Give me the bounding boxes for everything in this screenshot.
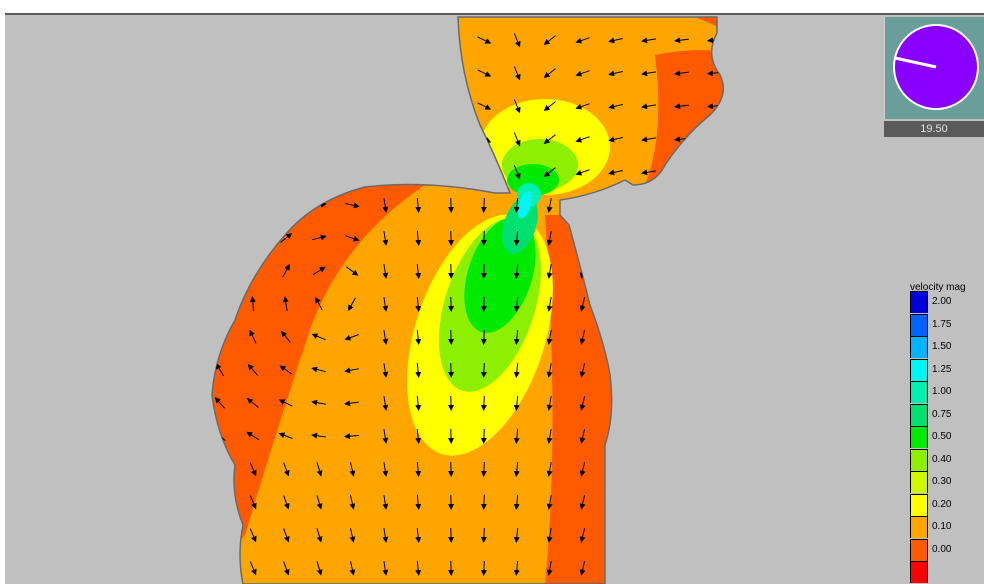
velocity-arrow xyxy=(484,330,485,344)
velocity-arrow xyxy=(484,528,485,542)
legend-row: 1.50 xyxy=(910,336,984,358)
clock-face-panel xyxy=(884,17,984,119)
legend-swatch xyxy=(910,336,928,358)
legend-swatch xyxy=(910,494,928,516)
legend-row: 0.50 xyxy=(910,426,984,448)
velocity-arrow xyxy=(484,297,485,311)
legend-label: 2.00 xyxy=(932,296,951,307)
legend-swatch xyxy=(910,449,928,471)
velocity-arrow xyxy=(484,363,485,377)
legend-row: 0.20 xyxy=(910,494,984,516)
legend-row: 0.30 xyxy=(910,471,984,493)
legend-label: 1.25 xyxy=(932,364,951,375)
time-widget: 19.50 xyxy=(884,17,984,137)
flow-viewport[interactable] xyxy=(5,13,984,584)
legend-row: 0.10 xyxy=(910,516,984,538)
velocity-arrow xyxy=(484,198,485,212)
legend-label: 0.40 xyxy=(932,454,951,465)
legend-label: 1.75 xyxy=(932,319,951,330)
legend-label: 0.20 xyxy=(932,499,951,510)
legend-label: 0.30 xyxy=(932,476,951,487)
legend-swatch xyxy=(910,314,928,336)
legend-label: 0.10 xyxy=(932,521,951,532)
clock-icon xyxy=(885,17,984,119)
legend-row: 1.75 xyxy=(910,314,984,336)
velocity-arrow xyxy=(484,429,485,443)
legend-swatch xyxy=(910,426,928,448)
legend-label: 0.50 xyxy=(932,431,951,442)
legend-label: 0.00 xyxy=(932,544,951,555)
legend-swatch xyxy=(910,561,928,583)
legend-swatch xyxy=(910,359,928,381)
legend-swatch xyxy=(910,516,928,538)
time-value: 19.50 xyxy=(884,121,984,137)
legend-swatch xyxy=(910,471,928,493)
velocity-arrow xyxy=(484,495,485,509)
legend-swatch xyxy=(910,291,928,313)
legend-row xyxy=(910,561,984,583)
legend-swatch xyxy=(910,381,928,403)
velocity-arrow xyxy=(484,231,485,245)
legend-label: 1.00 xyxy=(932,386,951,397)
velocity-arrow xyxy=(484,264,485,278)
legend-row: 0.00 xyxy=(910,539,984,561)
legend-row: 2.00 xyxy=(910,291,984,313)
legend-row: 0.75 xyxy=(910,404,984,426)
legend-label: 1.50 xyxy=(932,341,951,352)
legend-row: 1.25 xyxy=(910,359,984,381)
velocity-arrow xyxy=(484,462,485,476)
velocity-arrow xyxy=(484,396,485,410)
velocity-arrow xyxy=(484,561,485,575)
legend-row: 1.00 xyxy=(910,381,984,403)
legend-swatch xyxy=(910,539,928,561)
velocity-field-plot[interactable] xyxy=(5,15,984,584)
legend-label: 0.75 xyxy=(932,409,951,420)
legend-swatch xyxy=(910,404,928,426)
legend-row: 0.40 xyxy=(910,449,984,471)
